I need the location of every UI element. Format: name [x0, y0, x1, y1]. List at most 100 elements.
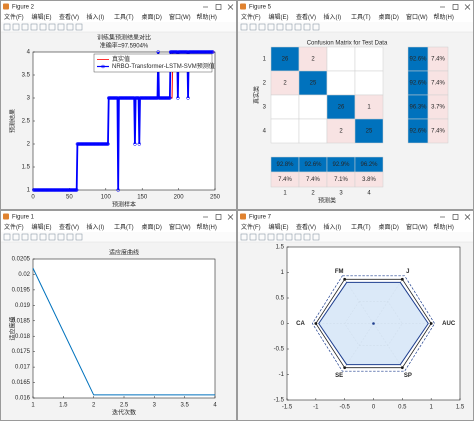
menu-item[interactable]: 窗口(W)	[406, 223, 428, 231]
toolbar-icon[interactable]	[21, 23, 29, 31]
data-point	[156, 50, 160, 54]
menu-item[interactable]: 插入(I)	[324, 13, 342, 21]
menu-item[interactable]: 编辑(E)	[32, 13, 52, 21]
x-tick-label: 3	[339, 191, 343, 197]
menu-item[interactable]: 插入(I)	[87, 13, 105, 21]
menu-item[interactable]: 查看(V)	[296, 223, 316, 231]
toolbar-icon[interactable]	[66, 23, 74, 31]
toolbar-icon[interactable]	[267, 23, 275, 31]
cell-value: 25	[366, 129, 373, 135]
toolbar-icon[interactable]	[303, 23, 311, 31]
data-point	[168, 96, 172, 100]
menu-item[interactable]: 窗口(W)	[169, 13, 191, 21]
cell-value: 2	[311, 57, 315, 63]
toolbar-icon[interactable]	[48, 233, 56, 241]
menu-item[interactable]: 编辑(E)	[269, 223, 289, 231]
column-summary-label: 3.8%	[362, 177, 376, 183]
menu-item[interactable]: 文件(F)	[4, 223, 24, 231]
menu-item[interactable]: 帮助(H)	[197, 223, 217, 231]
menu-item[interactable]: 工具(T)	[114, 14, 134, 21]
toolbar-icon[interactable]	[30, 233, 38, 241]
cell-value: 26	[338, 105, 345, 111]
menu-item[interactable]: 工具(T)	[351, 224, 371, 231]
toolbar-icon[interactable]	[12, 23, 20, 31]
toolbar-icon[interactable]	[66, 233, 74, 241]
menu-item[interactable]: 查看(V)	[59, 13, 79, 21]
toolbar	[238, 22, 473, 32]
menu-item[interactable]: 帮助(H)	[434, 13, 454, 21]
menu-item[interactable]: 工具(T)	[114, 224, 134, 231]
toolbar-icon[interactable]	[294, 23, 302, 31]
menu-item[interactable]: 窗口(W)	[406, 13, 428, 21]
menu-item[interactable]: 编辑(E)	[32, 223, 52, 231]
plot-area	[32, 51, 216, 191]
menu-item[interactable]: 查看(V)	[296, 13, 316, 21]
close-button[interactable]	[227, 214, 234, 220]
matrix-cell	[354, 94, 384, 120]
menu-item[interactable]: 查看(V)	[59, 223, 79, 231]
toolbar-icon[interactable]	[249, 23, 257, 31]
toolbar-icon[interactable]	[285, 233, 293, 241]
toolbar-icon[interactable]	[312, 233, 320, 241]
toolbar-icon[interactable]	[276, 23, 284, 31]
menu-item[interactable]: 桌面(D)	[379, 223, 399, 231]
y-tick-label: 0.0205	[12, 257, 31, 263]
toolbar-icon[interactable]	[267, 233, 275, 241]
maximize-button[interactable]	[452, 4, 459, 10]
toolbar-icon[interactable]	[48, 23, 56, 31]
menu-item[interactable]: 插入(I)	[87, 223, 105, 231]
close-button[interactable]	[464, 214, 471, 220]
toolbar-icon[interactable]	[57, 23, 65, 31]
toolbar-icon[interactable]	[30, 23, 38, 31]
toolbar-icon[interactable]	[276, 233, 284, 241]
toolbar-icon[interactable]	[285, 23, 293, 31]
toolbar-icon[interactable]	[258, 23, 266, 31]
toolbar-icon[interactable]	[75, 233, 83, 241]
toolbar-icon[interactable]	[240, 23, 248, 31]
toolbar-icon[interactable]	[39, 233, 47, 241]
toolbar	[1, 22, 236, 32]
menu-item[interactable]: 编辑(E)	[269, 13, 289, 21]
toolbar	[1, 232, 236, 242]
y-tick-label: -0.5	[274, 347, 285, 353]
menu-item[interactable]: 桌面(D)	[379, 13, 399, 21]
toolbar-icon[interactable]	[249, 233, 257, 241]
maximize-button[interactable]	[215, 4, 222, 10]
y-tick-label: 1	[281, 270, 285, 276]
menu-item[interactable]: 帮助(H)	[434, 223, 454, 231]
toolbar-icon[interactable]	[312, 23, 320, 31]
chart-title: 训练集预测结果对比	[97, 34, 151, 42]
x-tick-label: 1.5	[59, 403, 68, 409]
toolbar-icon[interactable]	[39, 23, 47, 31]
menu-item[interactable]: 插入(I)	[324, 223, 342, 231]
menu-item[interactable]: 桌面(D)	[142, 13, 162, 21]
ring-vertex	[400, 366, 404, 370]
menu-item[interactable]: 文件(F)	[4, 13, 24, 21]
close-button[interactable]	[227, 4, 234, 10]
toolbar-icon[interactable]	[12, 233, 20, 241]
toolbar-icon[interactable]	[303, 233, 311, 241]
x-tick-label: 4	[213, 403, 217, 409]
maximize-button[interactable]	[215, 214, 222, 220]
toolbar-icon[interactable]	[21, 233, 29, 241]
menu-item[interactable]: 帮助(H)	[197, 13, 217, 21]
toolbar-icon[interactable]	[258, 233, 266, 241]
toolbar-icon[interactable]	[240, 233, 248, 241]
menu-item[interactable]: 文件(F)	[241, 13, 261, 21]
toolbar-icon[interactable]	[294, 233, 302, 241]
toolbar-icon[interactable]	[57, 233, 65, 241]
toolbar-icon[interactable]	[3, 233, 11, 241]
title-bar	[1, 1, 236, 12]
menu-item[interactable]: 工具(T)	[351, 14, 371, 21]
toolbar-icon[interactable]	[75, 23, 83, 31]
maximize-button[interactable]	[452, 214, 459, 220]
menu-item[interactable]: 文件(F)	[241, 223, 261, 231]
ring-vertex	[429, 322, 433, 325]
matrix-cell	[326, 46, 356, 72]
menu-item[interactable]: 桌面(D)	[142, 223, 162, 231]
app-icon	[3, 3, 9, 10]
menu-item[interactable]: 窗口(W)	[169, 223, 191, 231]
axis-name: SE	[335, 373, 343, 379]
toolbar-icon[interactable]	[3, 23, 11, 31]
close-button[interactable]	[464, 4, 471, 10]
